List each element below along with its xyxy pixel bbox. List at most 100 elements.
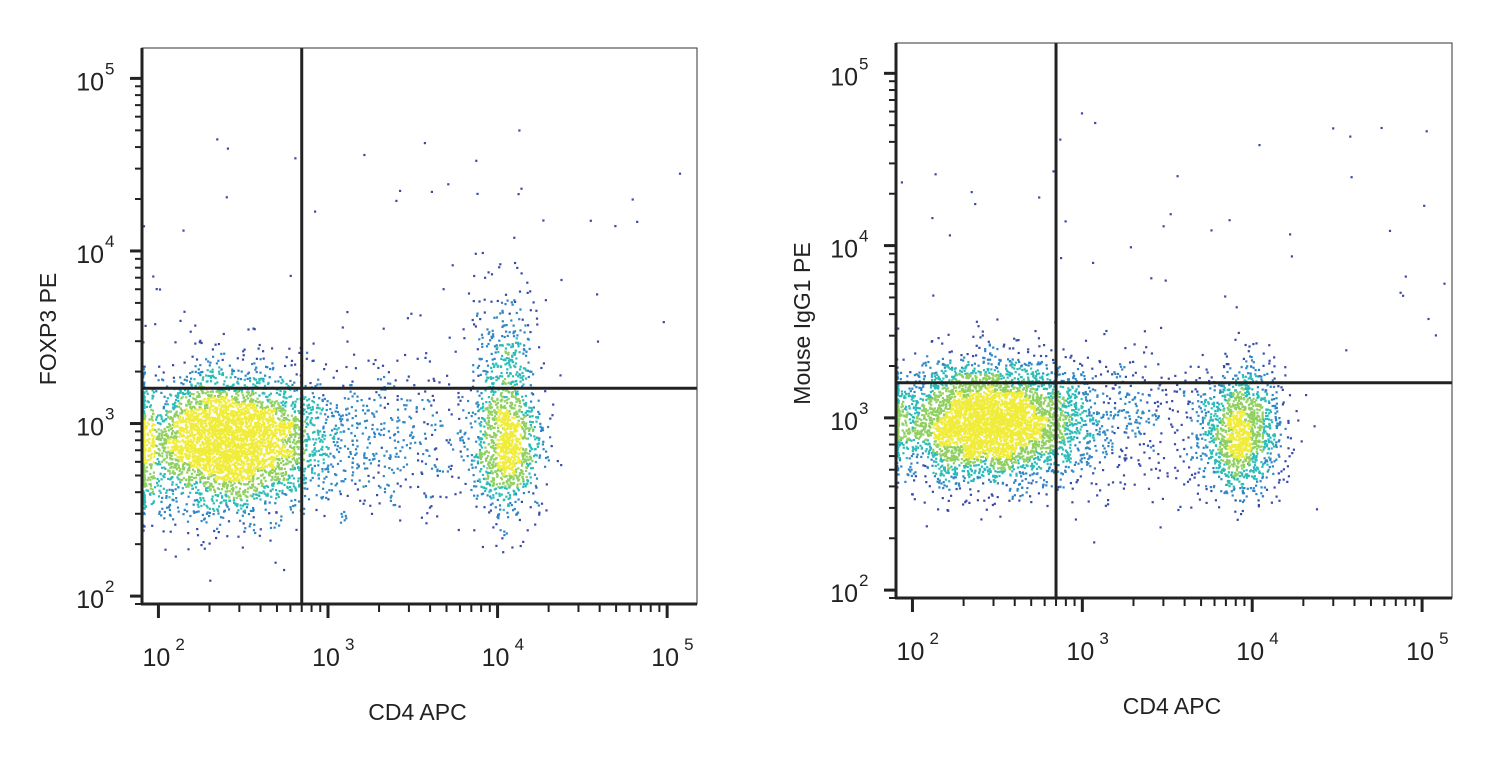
scatter-point (149, 458, 152, 461)
scatter-point (509, 501, 512, 505)
scatter-point (503, 475, 506, 478)
scatter-point (192, 459, 195, 462)
scatter-point (247, 466, 250, 469)
scatter-point (310, 417, 313, 420)
scatter-point (259, 528, 262, 531)
scatter-point (150, 415, 153, 418)
scatter-point (502, 358, 505, 362)
scatter-point (499, 312, 502, 315)
scatter-point (516, 341, 520, 344)
scatter-point (174, 432, 177, 435)
scatter-point (266, 395, 269, 398)
scatter-point (253, 466, 256, 469)
scatter-point (250, 470, 253, 473)
scatter-point (525, 469, 528, 472)
scatter-point (186, 425, 189, 428)
scatter-point (221, 397, 224, 400)
scatter-point (302, 458, 305, 461)
scatter-point (239, 483, 243, 486)
scatter-point (206, 506, 209, 509)
scatter-point (517, 375, 520, 378)
scatter-point (306, 423, 310, 426)
scatter-point (220, 471, 223, 474)
scatter-point (209, 370, 212, 373)
scatter-point (178, 473, 181, 476)
scatter-point (459, 491, 462, 494)
scatter-point (507, 397, 510, 400)
scatter-point (471, 466, 474, 469)
scatter-point (391, 418, 394, 421)
scatter-point (286, 487, 289, 490)
scatter-point (481, 461, 484, 464)
scatter-point (197, 408, 200, 411)
scatter-point (519, 329, 522, 332)
scatter-point (513, 364, 516, 367)
scatter-point (267, 418, 270, 421)
scatter-point (160, 460, 163, 463)
scatter-point (247, 391, 251, 394)
scatter-point (272, 484, 275, 487)
scatter-point (149, 478, 152, 481)
scatter-point (239, 497, 242, 501)
scatter-point (238, 471, 241, 474)
scatter-point (251, 475, 255, 478)
scatter-point (203, 485, 206, 488)
scatter-point (263, 422, 266, 425)
scatter-point (542, 448, 545, 451)
scatter-point (486, 482, 489, 486)
scatter-point (321, 495, 325, 499)
scatter-point (224, 404, 227, 407)
scatter-point (208, 397, 211, 400)
scatter-point (145, 426, 148, 430)
scatter-point (187, 403, 190, 406)
scatter-point (253, 408, 257, 411)
scatter-point (512, 509, 515, 512)
scatter-point (297, 426, 300, 429)
scatter-point (265, 412, 268, 415)
scatter-point (291, 383, 294, 386)
scatter-point (193, 459, 197, 462)
scatter-point (196, 500, 199, 503)
scatter-point (215, 463, 218, 466)
scatter-point (288, 427, 291, 430)
scatter-point (450, 413, 453, 416)
scatter-point (480, 397, 484, 400)
scatter-point (292, 417, 295, 420)
scatter-point (287, 431, 291, 434)
scatter-point (285, 493, 288, 496)
scatter-point (279, 431, 282, 434)
scatter-point (297, 453, 300, 456)
scatter-point (415, 410, 418, 413)
scatter-point (522, 352, 525, 355)
scatter-point (516, 429, 519, 432)
scatter-point (393, 439, 396, 442)
scatter-point (272, 414, 275, 417)
scatter-point (532, 301, 535, 304)
scatter-point (306, 416, 309, 419)
scatter-point (498, 454, 501, 458)
scatter-point (505, 452, 508, 455)
scatter-point (241, 546, 244, 549)
scatter-point (281, 378, 284, 381)
scatter-point (199, 425, 203, 428)
scatter-point (154, 444, 157, 447)
scatter-point (506, 456, 509, 459)
scatter-point (175, 405, 178, 408)
scatter-point (143, 426, 146, 429)
scatter-point (480, 468, 483, 471)
scatter-point (192, 428, 195, 431)
scatter-point (345, 413, 348, 416)
scatter-point (534, 484, 537, 487)
scatter-point (264, 479, 267, 483)
scatter-point (269, 465, 272, 468)
scatter-point (449, 468, 452, 471)
scatter-point (197, 414, 200, 417)
scatter-point (442, 288, 445, 291)
scatter-point (218, 391, 221, 394)
scatter-point (275, 432, 278, 435)
scatter-point (143, 468, 146, 471)
scatter-point (311, 469, 314, 472)
scatter-point (160, 415, 163, 418)
scatter-point (242, 412, 245, 415)
scatter-point (308, 412, 311, 415)
